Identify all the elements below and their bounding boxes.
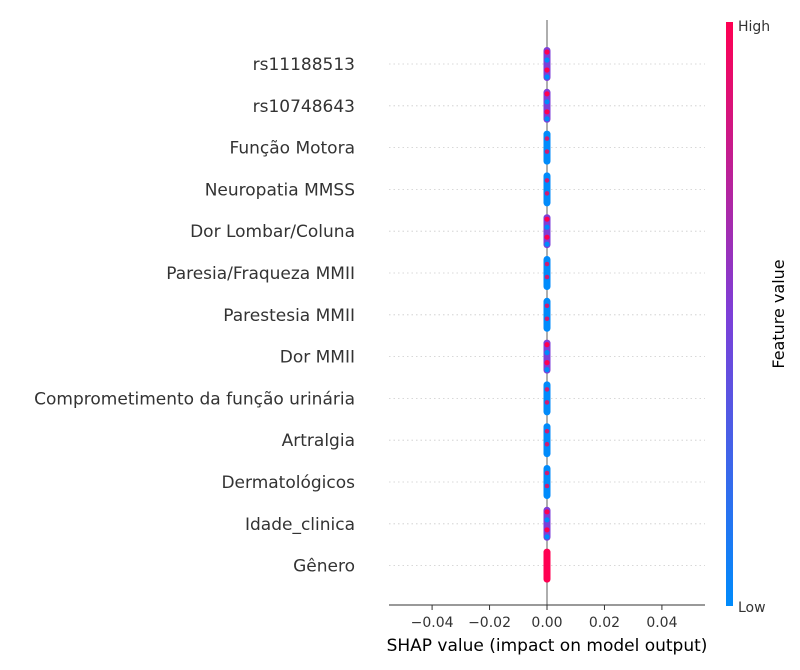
data-point bbox=[544, 470, 550, 476]
feature-points bbox=[543, 47, 551, 81]
feature-points bbox=[543, 506, 551, 541]
point-column bbox=[543, 423, 551, 458]
data-point bbox=[544, 57, 550, 63]
feature-points bbox=[543, 548, 551, 583]
data-point bbox=[544, 149, 550, 154]
feature-points bbox=[543, 172, 551, 207]
data-point bbox=[544, 360, 550, 366]
feature-points bbox=[543, 423, 551, 458]
data-point bbox=[544, 569, 550, 575]
data-point bbox=[544, 241, 550, 247]
data-point bbox=[544, 274, 550, 280]
data-point bbox=[544, 74, 550, 80]
data-point bbox=[544, 400, 550, 405]
point-column bbox=[543, 339, 551, 374]
x-tick-label: 0.00 bbox=[531, 615, 562, 631]
data-points bbox=[543, 47, 551, 583]
data-point bbox=[544, 350, 550, 356]
x-axis-ticks: −0.04 −0.02 0.00 0.02 0.04 bbox=[411, 605, 678, 631]
point-column bbox=[543, 465, 551, 499]
data-point bbox=[544, 224, 550, 230]
data-point bbox=[544, 67, 550, 73]
data-point bbox=[544, 178, 550, 183]
point-column bbox=[543, 130, 551, 165]
x-tick-label: 0.02 bbox=[589, 615, 620, 631]
data-point bbox=[544, 576, 550, 582]
feature-label: Idade_clinica bbox=[245, 515, 355, 535]
feature-points bbox=[543, 214, 551, 249]
point-column bbox=[543, 47, 551, 81]
point-column bbox=[543, 297, 551, 332]
colorbar bbox=[726, 22, 733, 606]
feature-points bbox=[543, 256, 551, 290]
x-tick-label: −0.04 bbox=[411, 615, 454, 631]
data-point bbox=[544, 49, 550, 55]
feature-points bbox=[543, 465, 551, 499]
feature-points bbox=[543, 381, 551, 416]
data-point bbox=[544, 342, 550, 348]
colorbar-low-label: Low bbox=[738, 600, 766, 616]
colorbar-high-label: High bbox=[738, 19, 770, 35]
data-point bbox=[544, 551, 550, 557]
feature-label: rs10748643 bbox=[253, 97, 355, 117]
point-column bbox=[543, 172, 551, 207]
data-point bbox=[544, 441, 550, 447]
data-point bbox=[544, 428, 550, 434]
point-column bbox=[543, 256, 551, 290]
data-point bbox=[544, 261, 550, 267]
feature-labels: rs11188513 rs10748643 Função Motora Neuropa… bbox=[34, 55, 355, 577]
feature-label: Comprometimento da função urinária bbox=[34, 389, 355, 409]
data-point bbox=[544, 527, 550, 533]
data-point bbox=[544, 234, 550, 240]
data-point bbox=[544, 191, 550, 196]
data-point bbox=[544, 534, 550, 540]
feature-label: Paresia/Fraqueza MMII bbox=[166, 264, 355, 284]
x-tick-label: −0.02 bbox=[468, 615, 511, 631]
point-column bbox=[543, 548, 551, 583]
data-point bbox=[544, 387, 550, 392]
point-column bbox=[543, 214, 551, 249]
data-point bbox=[544, 367, 550, 373]
colorbar-title: Feature value bbox=[769, 259, 788, 368]
feature-points bbox=[543, 339, 551, 374]
point-column bbox=[543, 506, 551, 541]
data-point bbox=[544, 91, 550, 97]
data-point bbox=[544, 109, 550, 115]
data-point bbox=[544, 483, 550, 489]
feature-label: Parestesia MMII bbox=[223, 306, 355, 326]
data-point bbox=[544, 316, 550, 322]
data-point bbox=[544, 509, 550, 515]
feature-points bbox=[543, 130, 551, 165]
feature-points bbox=[543, 297, 551, 332]
feature-label: Dermatológicos bbox=[221, 473, 355, 493]
data-point bbox=[544, 116, 550, 122]
data-point bbox=[544, 559, 550, 565]
feature-label: Dor MMII bbox=[280, 348, 355, 368]
data-point bbox=[544, 517, 550, 523]
feature-label: Artralgia bbox=[282, 431, 355, 451]
point-column bbox=[543, 88, 551, 123]
x-axis-title: SHAP value (impact on model output) bbox=[387, 636, 708, 656]
feature-label: Gênero bbox=[293, 557, 355, 577]
data-point bbox=[544, 99, 550, 105]
x-tick-label: 0.04 bbox=[646, 615, 677, 631]
data-point bbox=[544, 136, 550, 141]
feature-label: rs11188513 bbox=[253, 55, 355, 75]
feature-label: Função Motora bbox=[229, 139, 355, 159]
feature-label: Dor Lombar/Coluna bbox=[190, 222, 355, 242]
feature-label: Neuropatia MMSS bbox=[205, 180, 355, 200]
data-point bbox=[544, 303, 550, 309]
point-column bbox=[543, 381, 551, 416]
data-point bbox=[544, 216, 550, 222]
feature-points bbox=[543, 88, 551, 123]
